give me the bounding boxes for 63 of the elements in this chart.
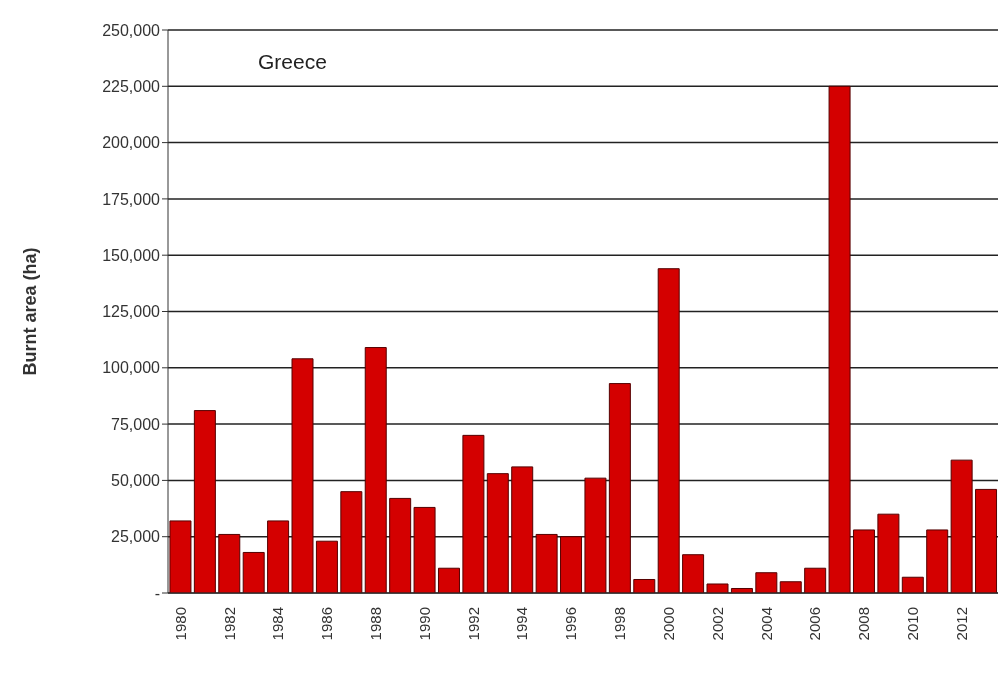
- x-tick-label: 1996: [562, 607, 580, 641]
- bar: [852, 529, 875, 593]
- bar: [950, 459, 973, 593]
- bar: [291, 358, 314, 593]
- x-tick-label: 2000: [659, 607, 677, 641]
- bar: [706, 583, 729, 593]
- bar: [462, 434, 485, 593]
- x-tick-label: 1990: [415, 607, 433, 641]
- bar: [975, 488, 998, 593]
- y-tick-label: 175,000: [102, 190, 161, 208]
- y-tick-label: 200,000: [102, 134, 161, 152]
- bar: [828, 85, 851, 593]
- x-tick-label: 1980: [171, 607, 189, 641]
- bar: [486, 473, 509, 593]
- x-tick-label: 1992: [464, 607, 482, 641]
- bar: [218, 533, 241, 593]
- bar: [315, 540, 338, 593]
- x-tick-label: 2012: [952, 607, 970, 641]
- bar: [755, 572, 778, 593]
- y-tick-label: 250,000: [102, 21, 161, 39]
- x-tick-label: 2004: [757, 607, 775, 641]
- x-tick-label: 2008: [855, 607, 873, 641]
- x-tick-label: 1986: [318, 607, 336, 641]
- bar: [682, 554, 705, 593]
- x-tick-label: 1988: [367, 607, 384, 641]
- text: Greece: [258, 50, 327, 74]
- y-tick-label: 50,000: [111, 472, 161, 490]
- y-tick-label: 100,000: [102, 359, 161, 377]
- bar: [242, 551, 265, 593]
- bar: [413, 506, 436, 593]
- bar: [926, 529, 949, 593]
- y-tick-label: 225,000: [102, 77, 161, 95]
- x-tick-label: 1994: [513, 607, 531, 641]
- bar: [364, 347, 387, 593]
- bar: [511, 466, 534, 593]
- bar: [437, 567, 460, 593]
- bar: [779, 581, 802, 593]
- bar: [169, 520, 192, 593]
- bar: [389, 497, 412, 593]
- y-tick-label: -: [154, 584, 160, 602]
- x-tick-label: 1998: [611, 607, 629, 641]
- bar: [877, 513, 900, 593]
- bar: [560, 536, 583, 593]
- x-tick-label: 1984: [269, 607, 287, 641]
- bar: [340, 491, 363, 593]
- y-tick-label: 125,000: [102, 303, 161, 321]
- x-tick-label: 2010: [904, 607, 922, 641]
- bar: [657, 268, 680, 593]
- bar: [608, 383, 631, 593]
- bar: [901, 576, 924, 593]
- bar: [193, 410, 216, 593]
- x-tick-label: 1982: [220, 607, 238, 641]
- bar: [804, 567, 827, 593]
- x-tick-label: 2002: [708, 607, 726, 641]
- bar: [267, 520, 290, 593]
- y-axis-title: Burnt area (ha): [20, 247, 41, 376]
- bar: [633, 578, 656, 593]
- bar: [535, 533, 558, 593]
- bar: [584, 477, 607, 593]
- y-tick-label: 150,000: [102, 246, 161, 264]
- y-tick-label: 75,000: [111, 415, 161, 433]
- x-tick-label: 2006: [806, 607, 824, 641]
- y-tick-label: 25,000: [111, 528, 161, 546]
